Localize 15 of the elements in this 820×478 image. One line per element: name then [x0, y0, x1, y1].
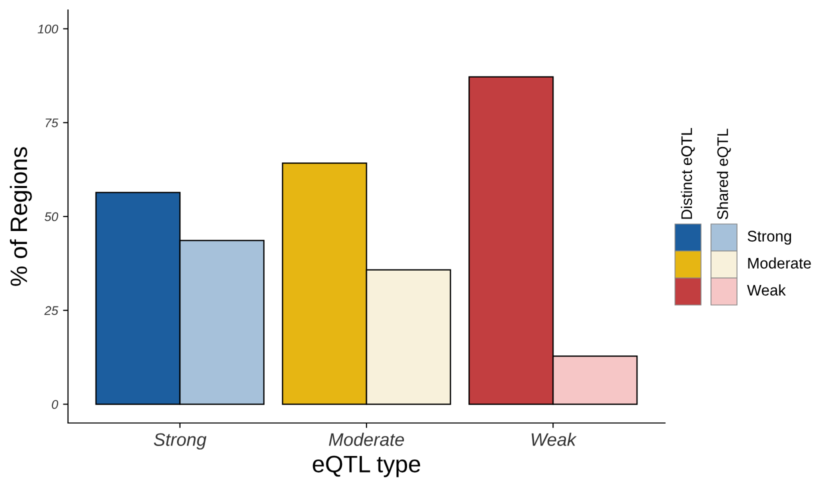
y-tick-label: 50 [44, 212, 58, 222]
category-label: Moderate [748, 257, 811, 269]
x-tick-label: Strong [154, 433, 206, 450]
text: Distinct eQTL [680, 128, 695, 219]
y-tick-label: 75 [46, 118, 58, 128]
y-axis-title: % of Regions [10, 147, 32, 286]
y-tick-label: 25 [44, 306, 58, 316]
x-axis-title: eQTL type [312, 456, 420, 478]
x-tick-label: Moderate [328, 432, 404, 446]
x-tick-label: Weak [532, 432, 577, 446]
y-tick-label: 0 [52, 400, 58, 409]
y-tick-label: 100 [38, 24, 58, 34]
category-label: Weak [747, 284, 786, 296]
text: Shared eQTL [716, 128, 731, 220]
category-label: Strong [748, 230, 792, 245]
